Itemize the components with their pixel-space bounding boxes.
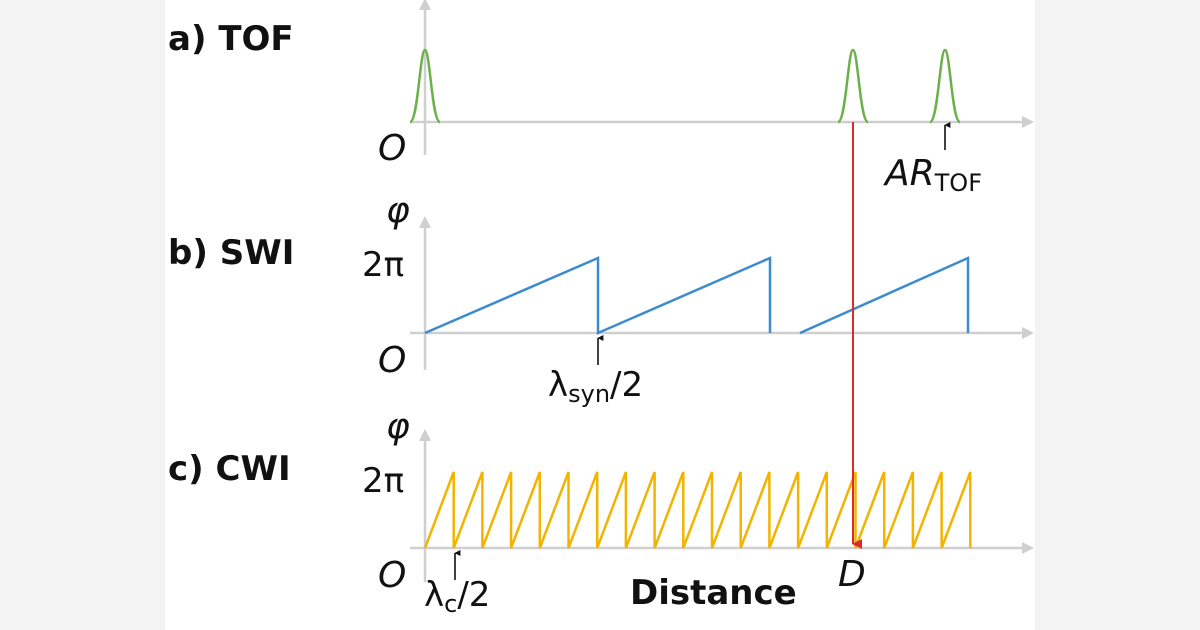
annotation-tail: /2 xyxy=(457,575,490,615)
annotation-sub: syn xyxy=(568,380,610,408)
origin: O xyxy=(378,128,406,169)
annotation: λc/2 xyxy=(424,575,490,618)
origin: O xyxy=(378,340,406,381)
annotation-sub: TOF xyxy=(934,169,982,197)
canvas xyxy=(165,0,1035,630)
axis-label: φ xyxy=(386,406,410,447)
tick-label: 2π xyxy=(362,245,404,285)
annotation: ARTOF xyxy=(883,153,982,197)
panel-label: a) TOF xyxy=(168,19,294,59)
panel-label: b) SWI xyxy=(168,233,294,273)
origin: O xyxy=(378,555,406,596)
sawtooth xyxy=(423,471,972,549)
annotation: λsyn/2 xyxy=(548,365,643,408)
panel-label: c) CWI xyxy=(168,449,291,489)
annotation-tail: /2 xyxy=(610,365,643,405)
x-axis-label: Distance xyxy=(630,573,797,613)
annotation-main: AR xyxy=(883,153,935,194)
tick-label: 2π xyxy=(362,461,404,501)
annotation-main: λ xyxy=(548,365,568,405)
annotation-sub: c xyxy=(444,590,457,618)
annotation-main: λ xyxy=(424,575,444,615)
marker-label: D xyxy=(838,554,866,595)
sawtooth xyxy=(424,256,970,335)
pulses xyxy=(408,48,962,124)
axis-label: φ xyxy=(386,190,410,231)
